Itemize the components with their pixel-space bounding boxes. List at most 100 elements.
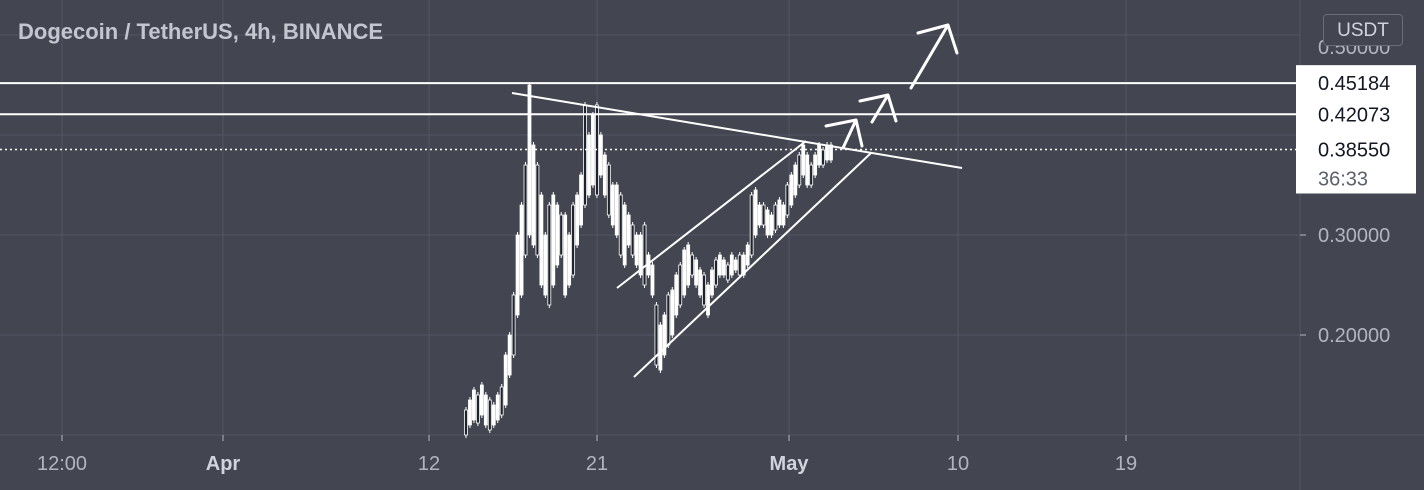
up-arrow-annotation [824,118,864,150]
trendline [511,92,963,169]
candle-body [666,294,671,346]
x-tick-label: 19 [1115,453,1137,475]
candle-body [698,269,702,296]
candle-body [682,249,687,296]
candle-body [753,189,758,236]
candle-body [805,154,810,186]
candle-body [801,144,806,176]
trendline [633,152,872,378]
candle-body [777,199,782,226]
candle-body [491,404,496,426]
candle-body [479,384,484,416]
price-tag [1296,65,1416,102]
candle-body [714,259,718,286]
last-price-tag [1296,131,1416,194]
candle-body [499,386,504,416]
candle-body [781,204,786,226]
candle-body [519,204,524,296]
candle-body [551,194,556,286]
y-axis[interactable]: 0.45184 0.42073 0.38550 36:33 0.20000 0.30000… [1296,37,1416,347]
candle-body [749,194,754,256]
candle-body [654,304,659,366]
candle-body [662,314,667,356]
candle-body [575,194,579,246]
candle-body [670,289,675,336]
candle-body [483,394,488,426]
candle-body [706,284,710,316]
candle-body [809,164,814,186]
candle-body [690,254,695,276]
candle-body [531,144,536,246]
candle-body [614,184,619,236]
candle-body [622,204,627,266]
candle-body [674,274,679,316]
horizontal-price-lines [0,82,1296,151]
candle-body [686,244,691,286]
x-tick-label: 21 [586,453,608,475]
candle-body [718,254,722,276]
y-tick-label: 0.20000 [1318,325,1390,347]
price-tag-label: 0.42073 [1318,104,1390,126]
candle-body [829,144,833,161]
currency-button[interactable]: USDT [1323,14,1403,46]
candle-body [817,144,821,166]
candle-body [555,204,560,266]
candle-body [468,399,472,426]
candle-body [650,264,655,296]
last-price-label: 0.38550 [1318,140,1390,162]
candle-body [737,254,742,276]
candle-body [559,214,564,256]
candle-body [702,274,706,306]
candle-body [745,244,750,266]
candle-body [511,294,516,356]
candle-body [515,234,520,316]
candle-body [678,264,683,306]
candle-body [571,204,576,276]
candle-body [721,259,726,276]
candle-body [741,254,746,276]
x-tick-label: May [770,453,810,475]
candle-body [761,204,766,226]
candle-body [495,394,500,421]
symbol-title: Dogecoin / TetherUS, 4h, BINANCE [18,19,384,44]
candle-body [610,184,615,226]
candle-body [725,264,730,281]
candle-body [535,164,540,256]
candle-body [503,354,508,406]
candle-body [587,134,591,196]
candle-body [476,394,480,424]
candle-body [729,254,734,276]
candle-body [757,204,762,226]
price-tag [1296,96,1416,133]
candle-body [507,334,512,376]
candlestick-series [464,82,833,438]
candle-body [630,224,635,256]
x-tick-label: 10 [947,453,969,475]
candle-body [579,174,583,226]
candle-body [563,214,568,296]
candle-body [773,204,778,231]
countdown-label: 36:33 [1318,169,1368,191]
candle-body [602,154,607,196]
candle-body [638,234,643,276]
candle-body [789,174,794,206]
candle-body [785,184,790,216]
candle-body [618,194,623,256]
candle-body [658,324,663,371]
candle-body [464,409,468,436]
candle-body [825,144,829,161]
x-axis: 12:00 Apr 12 21 May 10 19 [37,435,1137,475]
up-arrow-annotation [858,93,898,124]
up-arrow-annotation [909,23,959,90]
candle-body [547,204,552,306]
x-tick-label: 12:00 [37,453,87,475]
candle-body [813,154,818,176]
candle-body [606,164,611,216]
candle-body [821,149,825,166]
candle-body [523,164,528,256]
candle-body [543,234,548,296]
candle-body [694,259,699,286]
candle-body [710,269,714,296]
